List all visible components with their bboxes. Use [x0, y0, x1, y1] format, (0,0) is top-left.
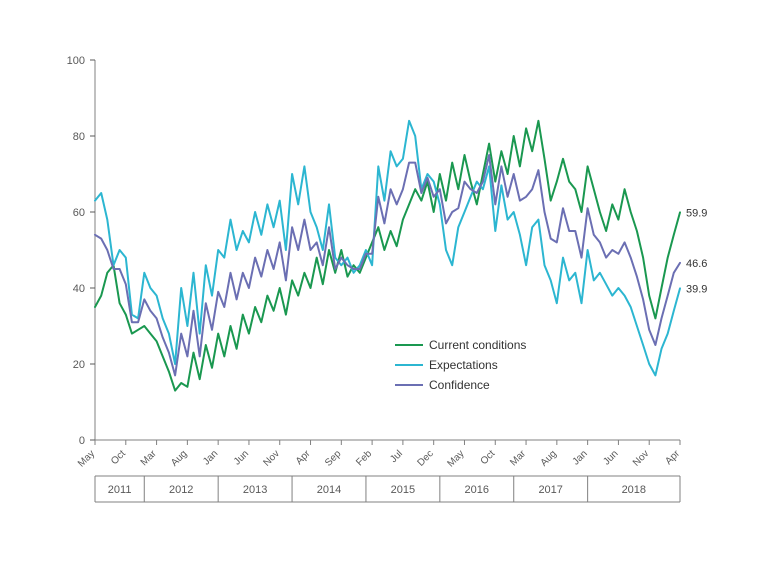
x-year-label: 2013 — [243, 484, 267, 496]
x-year-label: 2016 — [465, 484, 489, 496]
series-end-label: 59.9 — [686, 207, 707, 219]
legend-label: Confidence — [429, 378, 490, 392]
y-tick-label: 80 — [73, 131, 85, 143]
legend-label: Expectations — [429, 358, 498, 372]
x-year-label: 2015 — [391, 484, 415, 496]
y-tick-label: 100 — [67, 55, 85, 67]
legend-label: Current conditions — [429, 338, 526, 352]
y-tick-label: 60 — [73, 207, 85, 219]
y-tick-label: 0 — [79, 435, 85, 447]
x-year-label: 2017 — [538, 484, 562, 496]
chart-svg: 020406080100MayOctMarAugJanJunNovAprSepF… — [0, 0, 776, 581]
x-year-label: 2012 — [169, 484, 193, 496]
x-year-label: 2014 — [317, 484, 341, 496]
x-year-label: 2018 — [622, 484, 646, 496]
y-tick-label: 20 — [73, 359, 85, 371]
x-year-label: 2011 — [108, 484, 132, 496]
line-chart: 020406080100MayOctMarAugJanJunNovAprSepF… — [0, 0, 776, 581]
series-end-label: 39.9 — [686, 283, 707, 295]
y-tick-label: 40 — [73, 283, 85, 295]
series-end-label: 46.6 — [686, 258, 707, 270]
